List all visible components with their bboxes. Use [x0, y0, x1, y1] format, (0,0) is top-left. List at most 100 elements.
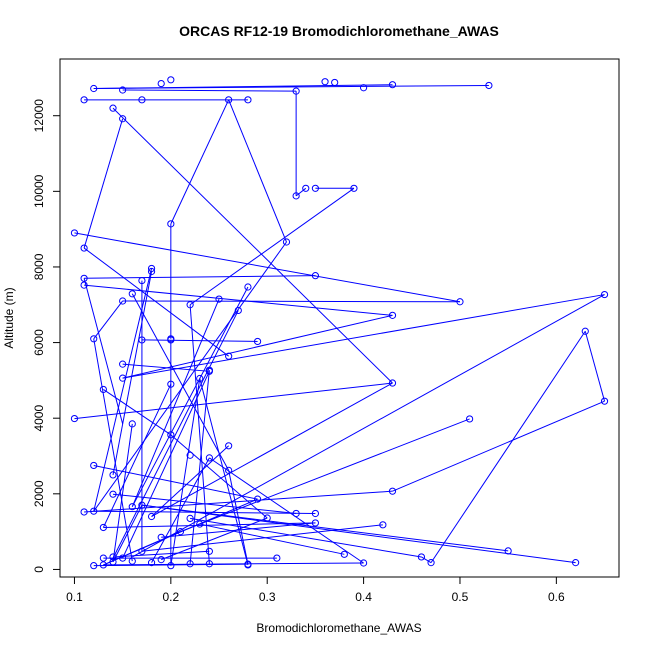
- series-line-segment: [141, 339, 258, 342]
- data-point: [244, 96, 252, 104]
- data-point: [109, 553, 117, 561]
- series-line-segment: [170, 378, 201, 566]
- x-tick-label: 0.1: [66, 590, 83, 604]
- data-point: [119, 374, 127, 382]
- data-point: [90, 84, 98, 93]
- data-point: [138, 547, 146, 555]
- series-line-segment: [112, 504, 143, 563]
- series-line-segment: [141, 524, 383, 552]
- series-line-segment: [151, 457, 210, 563]
- data-point: [311, 519, 320, 527]
- x-axis-label: Bromodichloromethane_AWAS: [256, 621, 421, 635]
- series-line-segment: [151, 445, 230, 517]
- data-point: [244, 283, 252, 291]
- data-point: [504, 547, 512, 555]
- series-line-segment: [180, 418, 470, 533]
- data-point: [119, 115, 127, 123]
- data-point: [263, 514, 271, 522]
- data-point: [485, 81, 493, 90]
- series-line-segment: [430, 330, 586, 563]
- data-point: [273, 554, 281, 562]
- data-point: [417, 553, 426, 561]
- series-line-segment: [122, 300, 460, 303]
- data-point: [186, 514, 194, 522]
- data-point: [244, 561, 252, 569]
- series-line-segment: [122, 89, 297, 92]
- y-tick-label: 0: [32, 566, 46, 573]
- data-point: [600, 290, 609, 299]
- series-line-segment: [112, 550, 210, 558]
- data-point: [128, 557, 136, 565]
- x-tick-label: 0.3: [259, 590, 276, 604]
- series-line-segment: [93, 338, 133, 562]
- series-line-segment: [392, 400, 605, 492]
- series-line-segment: [421, 556, 432, 564]
- data-point: [196, 520, 204, 528]
- data-point: [225, 352, 233, 360]
- series-line-segment: [209, 457, 364, 564]
- series-line-segment: [93, 464, 258, 500]
- data-point: [157, 556, 165, 564]
- y-tick-label: 2000: [32, 480, 46, 507]
- series-line-segment: [122, 294, 605, 379]
- series-line-segment: [93, 84, 393, 89]
- data-point: [128, 290, 136, 298]
- data-point: [350, 184, 358, 192]
- y-tick-label: 4000: [32, 405, 46, 432]
- data-point: [205, 366, 213, 374]
- data-point: [167, 562, 175, 570]
- data-point: [253, 337, 262, 346]
- plot-frame: [59, 58, 620, 578]
- data-point: [119, 297, 127, 305]
- data-point: [205, 547, 213, 555]
- data-point: [80, 508, 88, 516]
- series-line-segment: [102, 383, 172, 528]
- data-point: [466, 415, 474, 423]
- data-point: [282, 238, 291, 246]
- data-point: [253, 495, 262, 503]
- y-axis: 0 2000 4000 6000 8000 10000 12000: [32, 99, 61, 573]
- series-line-segment: [93, 510, 316, 514]
- y-tick-label: 10000: [32, 174, 46, 208]
- data-point: [90, 335, 98, 343]
- data-point: [90, 461, 98, 470]
- data-point: [311, 509, 320, 518]
- chart-title: ORCAS RF12-19 Bromodichloromethane_AWAS: [179, 23, 499, 39]
- data-point: [292, 509, 300, 518]
- plot-area: [70, 76, 609, 570]
- data-point: [176, 528, 185, 536]
- data-point: [388, 81, 397, 89]
- data-point: [186, 451, 194, 459]
- data-point: [109, 104, 117, 112]
- data-point: [186, 301, 194, 309]
- series-line-segment: [112, 107, 393, 384]
- data-point: [292, 192, 300, 200]
- data-point: [128, 420, 136, 428]
- data-point: [99, 561, 107, 569]
- data-point: [119, 360, 127, 368]
- series-line-segment: [131, 298, 220, 507]
- series-line-segment: [84, 284, 393, 316]
- series-line-segment: [199, 378, 249, 566]
- data-point: [157, 533, 165, 541]
- y-tick-label: 8000: [32, 253, 46, 280]
- data-point: [427, 559, 435, 567]
- series-line-segment: [190, 517, 422, 558]
- data-point: [234, 306, 242, 315]
- data-point: [157, 79, 165, 88]
- series-line-segment: [122, 363, 210, 372]
- data-point: [138, 96, 146, 104]
- data-point: [119, 554, 127, 562]
- data-point: [321, 78, 329, 86]
- data-point: [147, 264, 156, 273]
- series-line-segment: [131, 286, 249, 507]
- series-line-segment: [199, 523, 345, 555]
- series-line-segment: [93, 241, 287, 512]
- series-line-segment: [83, 118, 124, 249]
- data-point: [99, 523, 107, 532]
- data-point: [331, 78, 339, 87]
- data-point: [109, 471, 117, 479]
- data-point: [167, 220, 175, 228]
- data-point: [147, 512, 156, 521]
